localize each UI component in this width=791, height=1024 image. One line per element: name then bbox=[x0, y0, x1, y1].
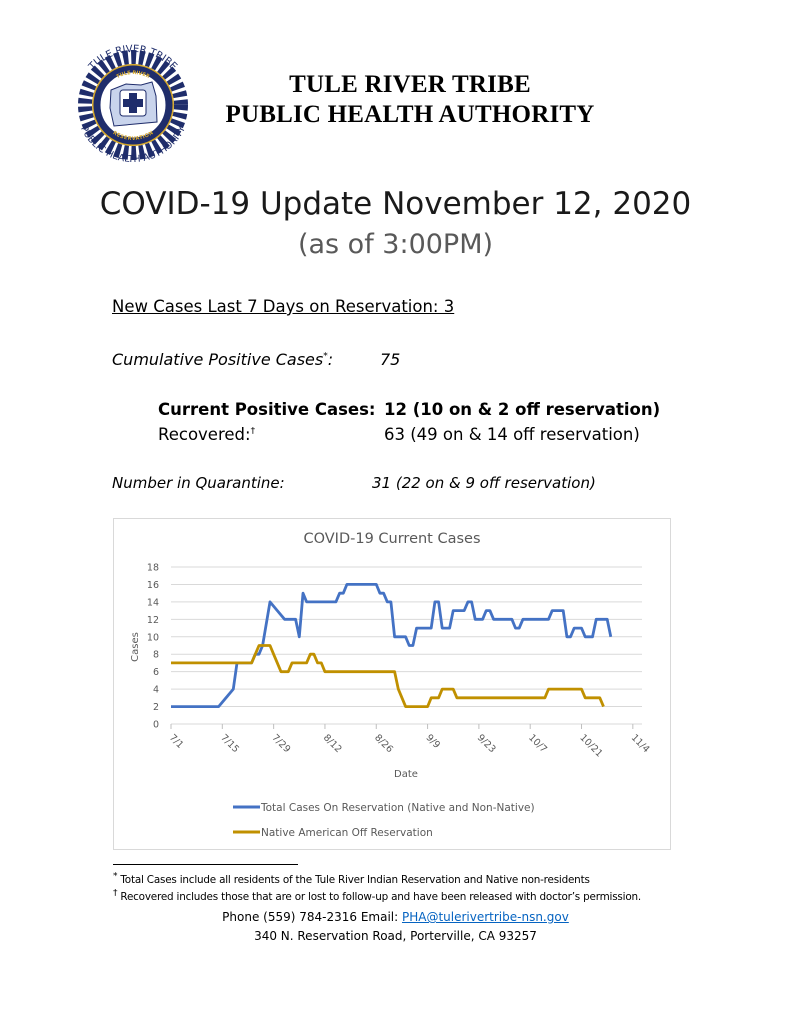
x-tick-label: 7/15 bbox=[218, 732, 241, 755]
x-tick-label: 10/7 bbox=[526, 732, 549, 755]
line-chart-plot: 0 2 4 6 8 10 12 14 16 18 7/1 7/15 7/29 8/12 8/26 9/9 9/2… bbox=[130, 563, 652, 840]
recovered-label-text: Recovered: bbox=[158, 425, 251, 444]
y-tick-label: 0 bbox=[153, 720, 159, 731]
footnote-2: † Recovered includes those that are or l… bbox=[113, 888, 641, 903]
recovered-label: Recovered:† bbox=[158, 425, 255, 444]
contact-line: Phone (559) 784-2316 Email: PHA@tulerive… bbox=[0, 910, 791, 924]
footnote-1: * Total Cases include all residents of t… bbox=[113, 871, 590, 886]
footnote-mark-dagger: † bbox=[250, 426, 256, 437]
svg-text:TULE RIVER: TULE RIVER bbox=[116, 70, 151, 80]
legend-label: Total Cases On Reservation (Native and N… bbox=[260, 802, 535, 814]
y-axis-label: Cases bbox=[130, 632, 141, 662]
page-subtitle: (as of 3:00PM) bbox=[297, 229, 494, 260]
series-line-1 bbox=[171, 583, 613, 709]
seal-icon: TULE RIVER TRIBE PUBLIC HEALTH AUTHORITY… bbox=[78, 44, 188, 165]
footnote-1-mark: * bbox=[113, 871, 118, 882]
y-tick-label: 16 bbox=[147, 580, 159, 591]
y-tick-label: 6 bbox=[153, 667, 159, 678]
email-link[interactable]: PHA@tulerivertribe-nsn.gov bbox=[401, 910, 569, 924]
svg-text:RESERVATION: RESERVATION bbox=[112, 130, 155, 142]
x-tick-label: 9/23 bbox=[475, 732, 498, 755]
legend-label: Native American Off Reservation bbox=[261, 827, 433, 839]
y-tick-label: 8 bbox=[153, 650, 159, 661]
new-cases-heading: New Cases Last 7 Days on Reservation: 3 bbox=[112, 297, 455, 316]
current-positive-label: Current Positive Cases: bbox=[158, 400, 376, 419]
y-tick-label: 14 bbox=[147, 597, 159, 608]
page-title: COVID-19 Update November 12, 2020 bbox=[99, 186, 692, 222]
x-tick-label: 9/9 bbox=[423, 732, 442, 751]
recovered-value: 63 (49 on & 14 off reservation) bbox=[384, 425, 640, 444]
x-axis-label: Date bbox=[394, 769, 418, 780]
x-tick-label: 10/21 bbox=[577, 732, 604, 759]
quarantine-label: Number in Quarantine: bbox=[112, 474, 285, 492]
org-line-2: PUBLIC HEALTH AUTHORITY bbox=[225, 101, 595, 128]
footnote-2-mark: † bbox=[113, 888, 118, 899]
current-cases-chart: COVID-19 Current Cases 0 2 4 6 8 10 12 14 16 18 7/… bbox=[113, 518, 671, 850]
cumulative-label-text: Cumulative Positive Cases bbox=[112, 350, 324, 369]
chart-title: COVID-19 Current Cases bbox=[303, 531, 481, 547]
y-tick-label: 10 bbox=[147, 632, 159, 643]
cumulative-colon: : bbox=[327, 350, 334, 369]
x-tick-label: 11/4 bbox=[629, 732, 652, 755]
org-line-1: TULE RIVER TRIBE bbox=[289, 71, 531, 98]
organization-name: TULE RIVER TRIBE PUBLIC HEALTH AUTHORITY bbox=[200, 70, 620, 130]
y-tick-label: 2 bbox=[153, 702, 159, 713]
series-line-2 bbox=[171, 644, 605, 709]
y-tick-label: 12 bbox=[147, 615, 159, 626]
footnote-1-text: Total Cases include all residents of the… bbox=[117, 874, 590, 886]
address-line: 340 N. Reservation Road, Porterville, CA… bbox=[254, 929, 537, 943]
tribe-seal-logo: TULE RIVER TRIBE PUBLIC HEALTH AUTHORITY… bbox=[66, 38, 200, 172]
phone-text: Phone (559) 784-2316 Email: bbox=[222, 910, 402, 924]
x-tick-label: 8/12 bbox=[321, 732, 344, 755]
x-tick-label: 7/1 bbox=[167, 732, 186, 751]
y-tick-label: 18 bbox=[147, 563, 159, 574]
quarantine-value: 31 (22 on & 9 off reservation) bbox=[372, 474, 596, 492]
x-tick-label: 7/29 bbox=[270, 732, 293, 755]
footnote-divider bbox=[113, 864, 298, 865]
cumulative-value: 75 bbox=[380, 350, 401, 369]
cumulative-label: Cumulative Positive Cases*: bbox=[112, 350, 333, 369]
current-positive-value: 12 (10 on & 2 off reservation) bbox=[384, 400, 661, 419]
x-tick-label: 8/26 bbox=[372, 732, 395, 755]
footnote-2-text: Recovered includes those that are or los… bbox=[117, 891, 641, 903]
footnote-mark-asterisk: * bbox=[323, 351, 328, 362]
y-tick-label: 4 bbox=[153, 685, 159, 696]
